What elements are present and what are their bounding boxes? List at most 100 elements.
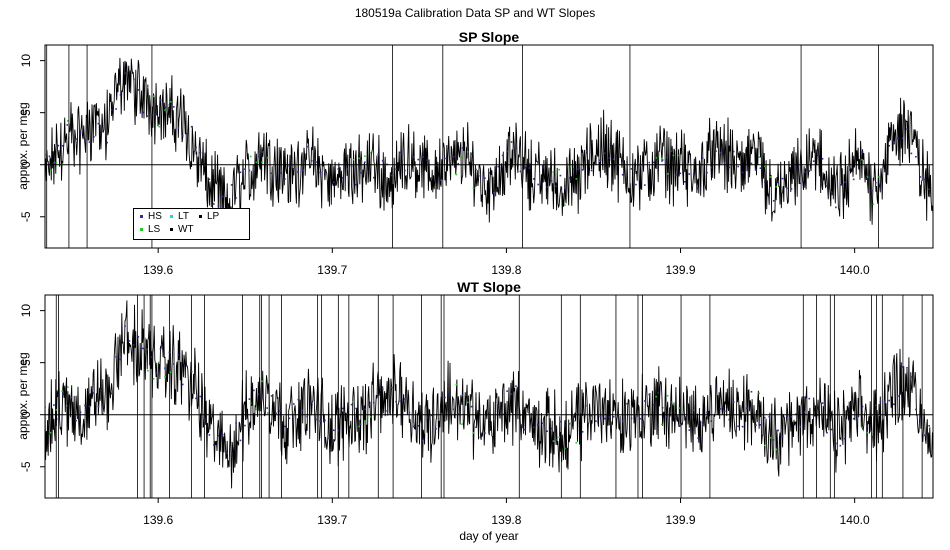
panel-1-hs-point <box>497 165 500 168</box>
panel-1-hs-point <box>470 153 473 155</box>
panel-1-hs-point <box>461 147 464 149</box>
panel-1-hs-point <box>341 177 344 179</box>
panel-1-hs-point <box>568 177 571 179</box>
panel-2-hs-point <box>284 425 286 428</box>
panel-1-hs-point <box>897 137 899 140</box>
panel-2-hs-point <box>906 367 908 369</box>
panel-2-hs-point <box>568 423 571 425</box>
panel-1-hs-point <box>710 166 713 169</box>
panel-1-hs-point <box>381 159 384 162</box>
panel-1-hs-point <box>777 181 779 183</box>
panel-1-ls-point <box>672 154 675 157</box>
panel-1-hs-point <box>648 161 651 164</box>
panel-1-xtick-label: 140.0 <box>840 263 870 277</box>
panel-2-hs-point <box>190 370 193 373</box>
panel-2-ls-point <box>575 441 578 444</box>
panel-1-hs-point <box>515 147 517 150</box>
panel-2-hs-point <box>635 416 637 419</box>
panel-1-hs-point <box>626 160 628 163</box>
panel-1-ls-point <box>775 185 778 188</box>
panel-2-plot-area <box>45 295 933 498</box>
panel-2-hs-point <box>199 395 202 398</box>
panel-1-ls-point <box>364 155 366 158</box>
panel-1-hs-point <box>790 188 793 190</box>
panel-2-hs-point <box>644 400 646 402</box>
panel-2-title: WT Slope <box>457 279 521 295</box>
panel-1-hs-point <box>319 171 322 174</box>
panel-2-ytick-label: 10 <box>19 304 33 318</box>
panel-1-ls-point <box>878 176 880 178</box>
panel-2-ls-point <box>564 447 566 450</box>
panel-1-ytick-label: -5 <box>19 211 33 222</box>
panel-1-hs-point <box>870 189 873 192</box>
panel-1-ls-point <box>461 156 463 159</box>
panel-2-hs-point <box>803 411 806 413</box>
panel-2-hs-point <box>364 408 366 411</box>
panel-1-hs-point <box>377 153 380 156</box>
panel-1-hs-point <box>226 192 228 195</box>
panel-2-hs-point <box>506 390 508 392</box>
panel-1-hs-point <box>244 168 246 170</box>
panel-1-hs-point <box>141 111 144 114</box>
panel-2-hs-point <box>213 444 215 446</box>
panel-2-hs-point <box>595 420 597 422</box>
panel-1-ls-point <box>758 156 760 158</box>
panel-1-hs-point <box>408 164 411 167</box>
panel-2-hs-point <box>66 404 69 407</box>
panel-2-hs-point <box>204 418 206 421</box>
panel-1-hs-point <box>821 157 824 160</box>
panel-2-ls-point <box>872 414 875 417</box>
panel-2-hs-point <box>310 401 313 404</box>
panel-1-hs-point <box>239 171 242 174</box>
panel-1-hs-point <box>528 167 531 169</box>
panel-1-ls-point <box>255 161 258 164</box>
panel-1-hs-point <box>661 159 664 161</box>
panel-1-hs-point <box>564 187 566 189</box>
panel-1-hs-point <box>555 185 557 188</box>
panel-2-ls-point <box>666 394 669 397</box>
panel-2-ls-point <box>775 448 778 451</box>
panel-2-hs-point <box>835 442 837 445</box>
panel-1-hs-point <box>892 141 895 144</box>
panel-2-ls-point <box>861 426 863 429</box>
panel-2-hs-point <box>546 430 548 432</box>
panel-1-hs-point <box>484 177 486 179</box>
panel-1-hs-point <box>901 137 904 140</box>
panel-1-hs-point <box>652 161 655 164</box>
panel-1-hs-point <box>217 205 220 207</box>
panel-1-ls-point <box>266 156 269 159</box>
panel-2-hs-point <box>470 405 473 408</box>
panel-2-hs-point <box>479 436 482 439</box>
panel-1-ls-point <box>164 109 166 111</box>
panel-2-hs-point <box>337 429 340 432</box>
panel-1-hs-point <box>826 185 828 187</box>
panel-2-hs-point <box>639 417 642 420</box>
panel-1-hs-point <box>75 138 77 140</box>
panel-2-hs-point <box>435 427 437 430</box>
panel-2-ls-point <box>147 369 149 372</box>
panel-2-ls-point <box>352 400 355 403</box>
panel-1-hs-point <box>906 128 908 130</box>
panel-2-hs-point <box>701 421 704 424</box>
panel-1-ytick-label: 10 <box>19 54 33 68</box>
panel-1-hs-point <box>763 181 766 183</box>
panel-1-ls-point <box>866 176 869 178</box>
panel-2-hs-point <box>532 426 535 429</box>
panel-2-hs-point <box>93 392 95 394</box>
legend-hs-label: HS <box>148 211 162 222</box>
panel-1-hs-point <box>199 151 202 154</box>
panel-1-hs-point <box>155 113 157 116</box>
panel-2-hs-point <box>741 425 744 428</box>
panel-1-hs-point <box>670 150 673 152</box>
panel-1-hs-point <box>604 152 606 155</box>
panel-1-hs-point <box>279 172 282 174</box>
panel-1-ls-point <box>678 154 680 157</box>
panel-2-series-line <box>45 300 933 489</box>
panel-1-hs-point <box>101 130 104 133</box>
panel-1-hs-point <box>346 168 348 170</box>
panel-1-hs-point <box>510 141 513 143</box>
panel-1-hs-point <box>803 171 806 173</box>
panel-1-hs-point <box>333 181 335 183</box>
panel-1-hs-point <box>284 178 286 180</box>
